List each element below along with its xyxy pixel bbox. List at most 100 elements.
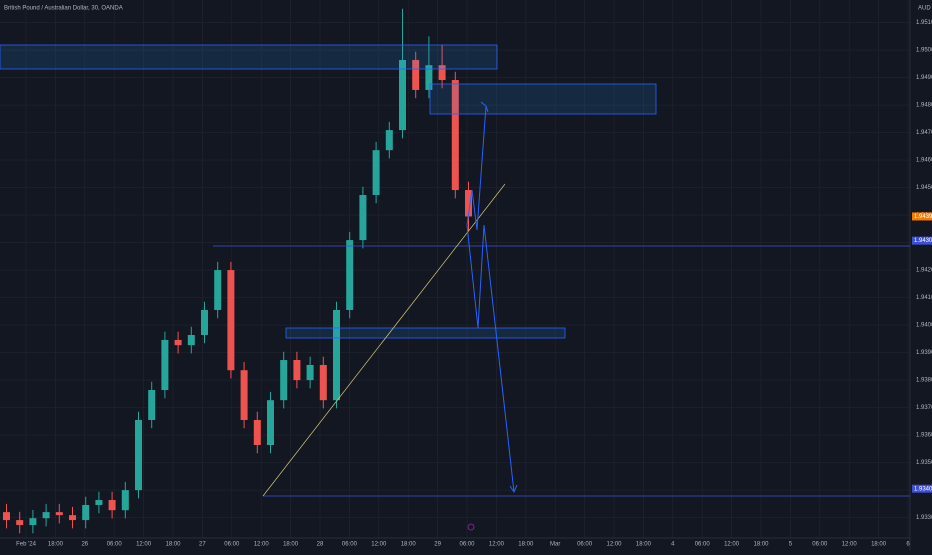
x-tick-label: 06:00 [342, 542, 358, 548]
x-tick-label: 18:00 [518, 542, 534, 548]
x-tick-label: 06:00 [695, 542, 711, 548]
y-tick-label: 1.94900 [916, 75, 932, 81]
x-tick-label: 18:00 [283, 542, 299, 548]
x-tick-label: 06:00 [224, 542, 240, 548]
y-tick-label: 1.94200 [916, 268, 932, 274]
x-tick-label: 18:00 [165, 542, 181, 548]
candle-body [412, 59, 420, 90]
y-tick-label: 1.94500 [916, 185, 932, 191]
candle-body [293, 360, 301, 381]
x-tick-label: 28 [317, 542, 324, 548]
x-tick-label: 26 [81, 542, 88, 548]
candle-body [451, 80, 459, 191]
x-tick-label: 12:00 [254, 542, 270, 548]
candle-body [306, 364, 314, 381]
x-tick-label: 06:00 [107, 542, 123, 548]
candle-body [214, 270, 222, 310]
y-tick-label: 1.93300 [916, 515, 932, 521]
candle-body [399, 59, 406, 131]
y-tick-label: 1.95000 [916, 48, 932, 54]
x-tick-label: 4 [671, 542, 675, 548]
x-tick-label: Feb '24 [16, 542, 36, 548]
price-label: 1.93405 [914, 486, 932, 492]
candle-body [333, 309, 340, 401]
candle-body [82, 504, 90, 521]
price-label-bg [912, 212, 932, 221]
x-tick-label: 12:00 [842, 542, 858, 548]
y-tick-label: 1.93600 [916, 433, 932, 439]
trend-line [262, 183, 506, 497]
x-tick-label: 18:00 [753, 542, 769, 548]
y-tick-label: 1.94000 [916, 323, 932, 329]
x-tick-label: 12:00 [724, 542, 740, 548]
price-label-bg [912, 236, 932, 245]
x-tick-label: 18:00 [401, 542, 417, 548]
y-tick-label: 1.93800 [916, 378, 932, 384]
candle-body [372, 150, 380, 196]
candle-body [108, 500, 116, 511]
candle-body [201, 309, 208, 335]
candle-body [438, 65, 446, 81]
candle-body [121, 490, 129, 511]
candle-body [69, 515, 76, 521]
arrow-head [509, 484, 518, 494]
x-tick-label: 12:00 [136, 542, 152, 548]
y-tick-label: 1.94600 [916, 158, 932, 164]
symbol-title: British Pound / Australian Dollar, 30, O… [4, 6, 123, 12]
candle-body [95, 500, 103, 505]
y-tick-label: 1.93500 [916, 460, 932, 466]
zone-rect [0, 44, 498, 70]
y-tick-label: 1.95100 [916, 20, 932, 26]
price-label: 1.94395 [914, 214, 932, 220]
y-tick-label: 1.94800 [916, 103, 932, 109]
price-label: 1.94307 [914, 238, 932, 244]
candle-body [29, 518, 37, 526]
candle-body [240, 370, 248, 420]
candle-body [465, 190, 472, 217]
x-tick-label: 29 [434, 542, 441, 548]
candle-body [280, 360, 288, 401]
zone-rect [429, 83, 657, 115]
candle-body [148, 390, 156, 420]
projection-path [466, 105, 487, 231]
x-tick-label: 27 [199, 542, 206, 548]
y-tick-label: 1.93900 [916, 350, 932, 356]
x-tick-label: 6 [906, 542, 910, 548]
x-tick-label: 12:00 [489, 542, 505, 548]
projection-path [466, 224, 515, 493]
event-icon[interactable] [467, 523, 475, 531]
x-tick-label: 18:00 [636, 542, 652, 548]
candle-body [385, 130, 393, 151]
candles [3, 8, 472, 534]
x-tick-label: 12:00 [371, 542, 387, 548]
candle-body [3, 512, 10, 521]
candle-body [267, 400, 274, 446]
candle-body [42, 512, 50, 519]
x-tick-label: 18:00 [871, 542, 887, 548]
candle-body [425, 65, 433, 90]
zone-rect [285, 327, 566, 339]
drawings [0, 44, 657, 339]
y-tick-label: 1.93700 [916, 405, 932, 411]
candle-body [174, 339, 182, 346]
x-tick-label: 5 [789, 542, 793, 548]
x-tick-label: 12:00 [606, 542, 622, 548]
candle-body [319, 364, 327, 401]
y-tick-label: 1.94100 [916, 295, 932, 301]
x-tick-label: 06:00 [812, 542, 828, 548]
candle-body [359, 195, 367, 241]
x-tick-label: 18:00 [48, 542, 64, 548]
candle-body [16, 520, 24, 526]
currency-label: AUD [918, 6, 931, 12]
y-tick-label: 1.94700 [916, 130, 932, 136]
candle-body [227, 270, 235, 371]
price-label-bg [912, 484, 932, 493]
candle-body [55, 512, 63, 516]
grid [0, 0, 910, 538]
candle-body [135, 419, 142, 491]
x-tick-label: 06:00 [577, 542, 593, 548]
candle-body [161, 339, 169, 391]
candle-body [187, 334, 195, 346]
